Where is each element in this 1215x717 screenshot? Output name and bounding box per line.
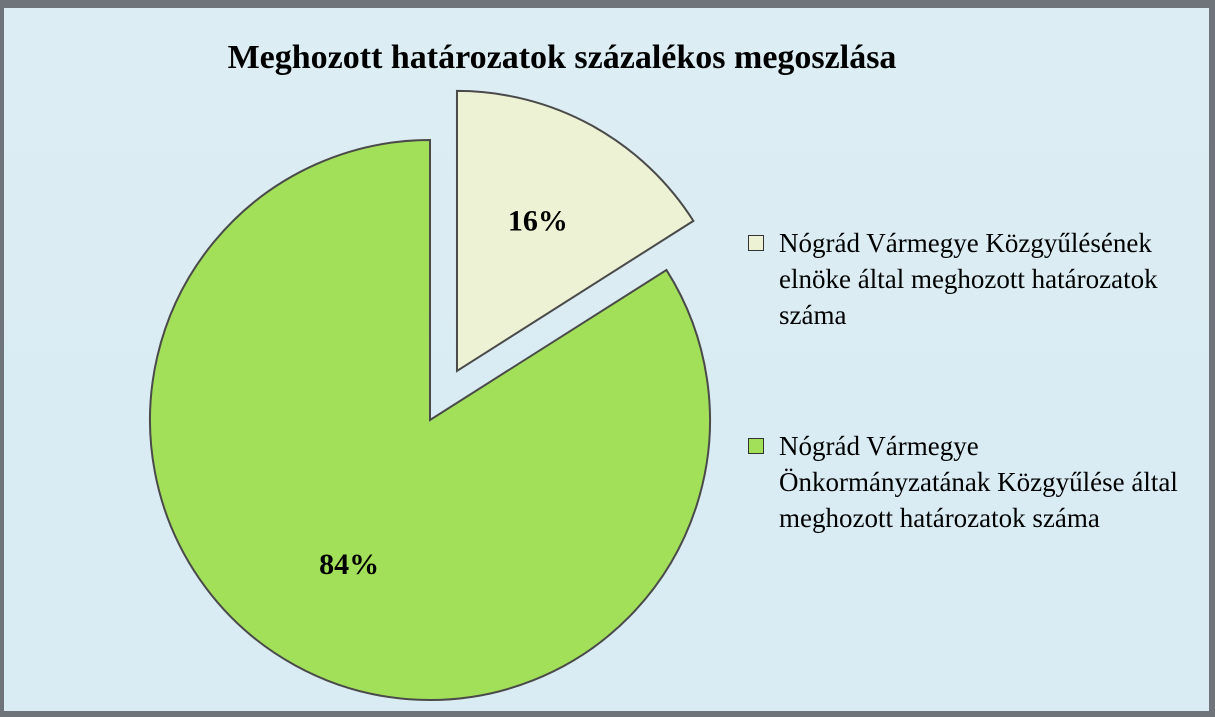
chart-title: Meghozott határozatok százalékos megoszl…	[228, 39, 897, 76]
legend-label: Nógrád Vármegye Közgyűlésének elnöke ált…	[779, 228, 1158, 330]
legend-swatch	[748, 235, 764, 251]
legend-item: Nógrád Vármegye Önkormányzatának Közgyűl…	[748, 428, 1189, 536]
legend-swatch	[748, 438, 764, 454]
legend-item: Nógrád Vármegye Közgyűlésének elnöke ált…	[748, 225, 1189, 333]
legend-label: Nógrád Vármegye Önkormányzatának Közgyűl…	[779, 431, 1178, 533]
data-label: 84%	[319, 548, 379, 581]
data-label: 16%	[508, 205, 568, 238]
pie-slice	[455, 89, 695, 373]
pie-slice	[149, 138, 711, 701]
